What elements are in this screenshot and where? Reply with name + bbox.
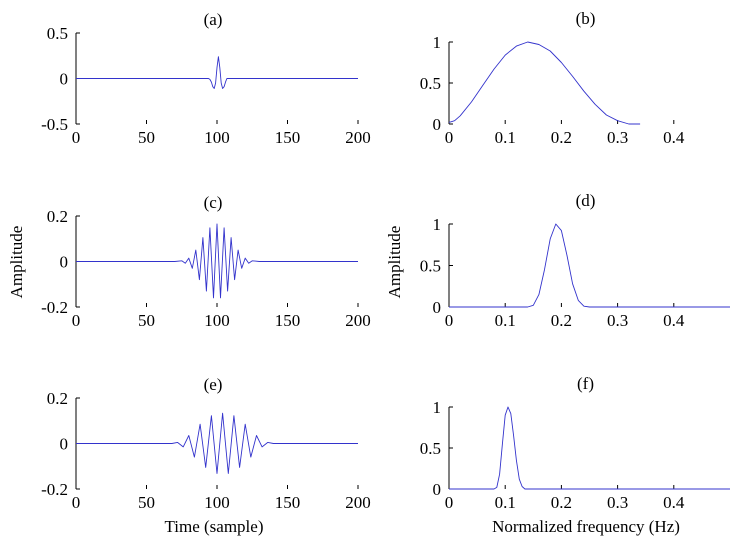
x-tick-label: 100 <box>204 493 230 512</box>
y-tick-label: 0 <box>433 480 442 499</box>
panel-b: 0 0.5 1 0 0.1 0.2 0.3 0.4 (b) <box>420 9 685 147</box>
panel-title-d: (d) <box>576 191 596 210</box>
panel-title-f: (f) <box>577 374 594 393</box>
series-line-f <box>449 406 730 490</box>
x-tick-label: 0 <box>72 128 81 147</box>
x-tick-label: 150 <box>275 128 301 147</box>
y-tick-label: 0.5 <box>420 439 441 458</box>
x-tick-label: 200 <box>345 493 371 512</box>
left-xlabel: Time (sample) <box>164 517 263 536</box>
right-xlabel: Normalized frequency (Hz) <box>492 517 680 536</box>
y-tick-label: 0.5 <box>47 24 68 43</box>
y-tick-label: 0 <box>60 435 69 454</box>
y-tick-label: -0.2 <box>41 480 68 499</box>
y-tick-label: 1 <box>433 215 442 234</box>
panel-d: 0 0.5 1 0 0.1 0.2 0.3 0.4 (d) <box>420 191 730 330</box>
x-tick-label: 0.4 <box>663 128 685 147</box>
y-tick-label: -0.5 <box>41 115 68 134</box>
x-tick-label: 0.2 <box>551 493 572 512</box>
y-tick-label: 0.5 <box>420 257 441 276</box>
panel-f: 0 0.5 1 0 0.1 0.2 0.3 0.4 (f) <box>420 374 730 512</box>
panel-title-e: (e) <box>204 375 223 394</box>
y-tick-label: 0.5 <box>420 74 441 93</box>
x-tick-label: 150 <box>275 493 301 512</box>
x-tick-label: 50 <box>138 493 155 512</box>
series-line-d <box>449 223 730 308</box>
series-line-b <box>448 41 641 125</box>
x-tick-label: 0.3 <box>607 493 628 512</box>
x-tick-label: 0.4 <box>663 311 685 330</box>
y-tick-label: 1 <box>433 33 442 52</box>
panel-title-a: (a) <box>204 10 223 29</box>
x-tick-label: 100 <box>204 128 230 147</box>
x-tick-label: 50 <box>138 128 155 147</box>
x-tick-label: 0.2 <box>551 128 572 147</box>
x-tick-label: 0 <box>72 311 81 330</box>
x-tick-label: 100 <box>204 311 230 330</box>
x-tick-label: 0 <box>445 493 454 512</box>
y-tick-label: 0.2 <box>47 389 68 408</box>
y-tick-label: 0.2 <box>47 207 68 226</box>
series-line-a <box>76 56 358 89</box>
x-tick-label: 0.1 <box>495 493 516 512</box>
x-tick-label: 0.3 <box>607 128 628 147</box>
y-tick-label: 0 <box>60 253 69 272</box>
panel-e: -0.200.20 50 100 150 200(e) <box>41 375 371 512</box>
panel-title-c: (c) <box>204 193 223 212</box>
panel-c: -0.200.20 50 100 150 200(c) <box>41 193 371 330</box>
x-tick-label: 0 <box>72 493 81 512</box>
left-ylabel: Amplitude <box>7 226 26 299</box>
x-tick-label: 200 <box>345 128 371 147</box>
x-tick-label: 0.1 <box>495 128 516 147</box>
x-tick-label: 150 <box>275 311 301 330</box>
series-line-c <box>76 223 358 299</box>
y-tick-label: 0 <box>60 70 69 89</box>
right-ylabel: Amplitude <box>385 226 404 299</box>
panel-a: -0.500.50 50 100 150 200(a) <box>41 10 371 147</box>
panel-title-b: (b) <box>576 9 596 28</box>
x-tick-label: 0 <box>445 311 454 330</box>
x-tick-label: 0.3 <box>607 311 628 330</box>
x-tick-label: 0.4 <box>663 493 685 512</box>
y-tick-label: 0 <box>433 115 442 134</box>
x-tick-label: 200 <box>345 311 371 330</box>
x-tick-label: 0.2 <box>551 311 572 330</box>
series-line-e <box>76 412 358 474</box>
y-tick-label: -0.2 <box>41 298 68 317</box>
y-tick-label: 0 <box>433 298 442 317</box>
x-tick-label: 0.1 <box>495 311 516 330</box>
x-tick-label: 50 <box>138 311 155 330</box>
y-tick-label: 1 <box>433 398 442 417</box>
x-tick-label: 0 <box>445 128 454 147</box>
